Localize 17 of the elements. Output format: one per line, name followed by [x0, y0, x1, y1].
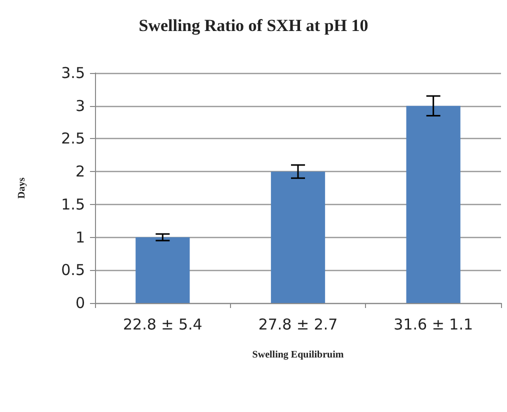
- y-tick-label: 3.5: [61, 64, 85, 82]
- y-tick-label: 0.5: [61, 261, 85, 280]
- y-tick-label: 2.5: [61, 130, 85, 148]
- y-tick-label: 1: [75, 228, 85, 246]
- y-tick-label: 0: [75, 294, 85, 312]
- x-tick-label: 22.8 ± 5.4: [122, 316, 202, 334]
- bar: [136, 237, 190, 303]
- y-axis-title: Days: [16, 177, 28, 199]
- x-tick-label: 31.6 ± 1.1: [394, 316, 474, 334]
- x-tick-label: 27.8 ± 2.7: [258, 316, 338, 334]
- y-tick-label: 3: [75, 96, 85, 115]
- y-tick-label: 1.5: [61, 195, 85, 214]
- bar: [406, 106, 460, 303]
- y-tick-label: 2: [75, 162, 85, 181]
- chart-title: Swelling Ratio of SXH at pH 10: [138, 16, 368, 35]
- bar: [270, 172, 326, 303]
- x-axis-title: Swelling Equilibruim: [252, 350, 344, 360]
